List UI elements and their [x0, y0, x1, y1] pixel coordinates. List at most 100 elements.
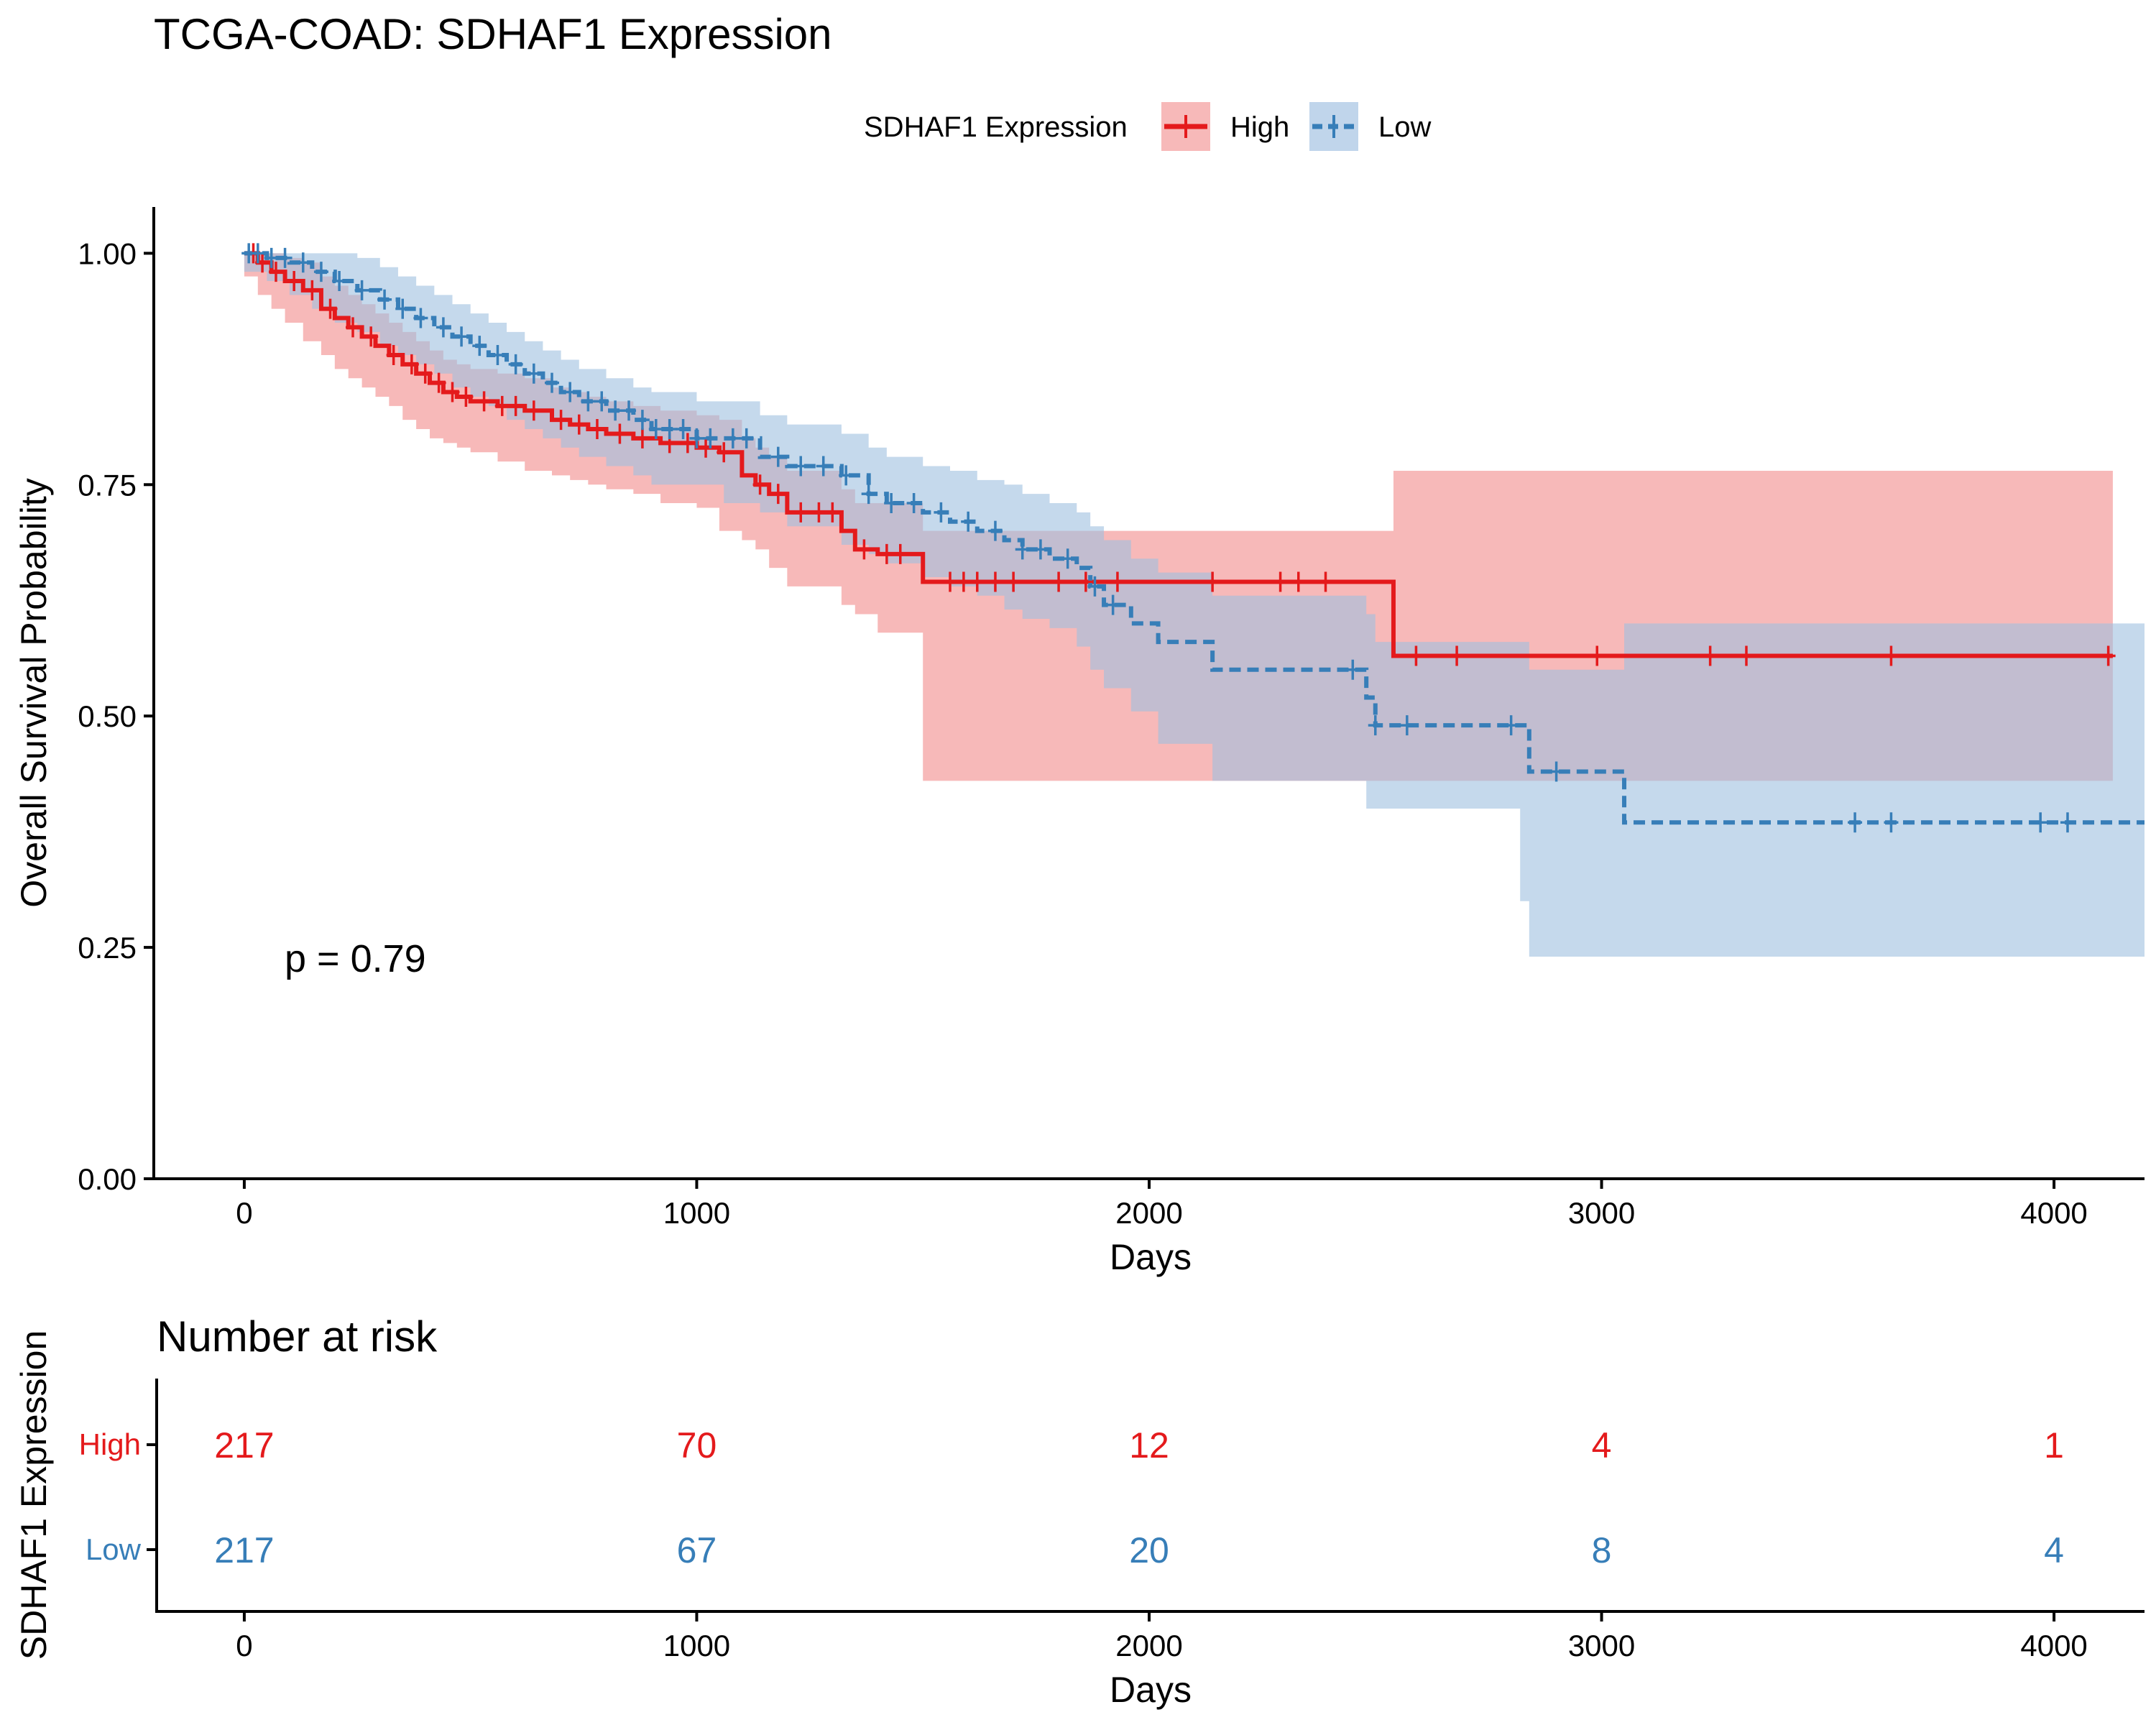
risk-value-low: 8 — [1592, 1530, 1612, 1570]
censor-mark-low — [472, 336, 487, 356]
censor-mark-high — [431, 372, 446, 393]
censor-mark-high — [1739, 645, 1754, 666]
censor-mark-high — [893, 543, 908, 564]
censor-mark-high — [612, 423, 627, 444]
censor-mark-low — [676, 419, 691, 440]
censor-mark-low — [689, 428, 704, 448]
censor-mark-low — [861, 484, 876, 505]
censor-mark-high — [1450, 645, 1465, 666]
censor-mark-high — [323, 298, 338, 319]
x-tick-label: 4000 — [2020, 1196, 2087, 1230]
censor-mark-low — [1884, 812, 1899, 833]
risk-x-tick-label: 0 — [236, 1629, 252, 1662]
censor-mark-low — [987, 520, 1003, 541]
x-tick-label: 1000 — [663, 1196, 730, 1230]
plot-bands-layer — [244, 253, 2145, 957]
censor-mark-high — [857, 539, 872, 560]
censor-mark-high — [1273, 571, 1288, 592]
censor-mark-high — [268, 262, 283, 282]
x-axis-label: Days — [1110, 1237, 1192, 1277]
censor-mark-low — [1345, 659, 1360, 680]
censor-mark-high — [793, 502, 808, 523]
censor-mark-low — [454, 326, 469, 347]
censor-mark-high — [1590, 645, 1605, 666]
censor-mark-low — [332, 271, 347, 292]
censor-mark-high — [1884, 645, 1899, 666]
plot-censor-layer — [241, 243, 2116, 833]
censor-mark-low — [354, 280, 369, 300]
censor-mark-high — [635, 428, 650, 448]
risk-y-axis-label: SDHAF1 Expression — [14, 1330, 54, 1660]
censor-mark-high — [2101, 645, 2116, 666]
risk-value-high: 4 — [1592, 1425, 1612, 1466]
y-axis-label: Overall Survival Probability — [14, 478, 54, 907]
censor-mark-low — [436, 317, 451, 338]
censor-mark-high — [508, 395, 523, 416]
censor-mark-low — [703, 428, 718, 448]
censor-mark-high — [752, 474, 768, 495]
survival-line-high — [244, 251, 2113, 658]
x-axis-ticks: 0 1000 2000 3000 4000 — [236, 1179, 2088, 1230]
risk-value-low: 20 — [1129, 1530, 1169, 1570]
censor-mark-low — [1033, 539, 1048, 560]
censor-mark-high — [1205, 571, 1220, 592]
x-tick-label: 0 — [236, 1196, 252, 1230]
censor-mark-high — [1409, 645, 1424, 666]
censor-mark-high — [445, 382, 460, 402]
risk-table: Number at risk High Low 217 70 12 4 1 217 67 20 8… — [14, 1312, 2145, 1710]
risk-value-low: 4 — [2044, 1530, 2064, 1570]
censor-mark-low — [793, 456, 808, 477]
y-tick-label: 0.75 — [78, 468, 137, 502]
censor-mark-low — [413, 308, 428, 328]
censor-mark-low — [1060, 548, 1075, 569]
censor-mark-high — [1078, 571, 1093, 592]
censor-mark-low — [526, 363, 541, 384]
censor-mark-low — [1399, 715, 1414, 736]
censor-mark-low — [934, 502, 949, 523]
risk-row-label-high: High — [79, 1427, 141, 1461]
p-value-annotation: p = 0.79 — [285, 937, 426, 980]
censor-mark-high — [1703, 645, 1718, 666]
censor-mark-low — [816, 456, 831, 477]
y-tick-label: 0.25 — [78, 931, 137, 965]
censor-mark-high — [825, 502, 840, 523]
censor-mark-low — [545, 372, 559, 393]
censor-mark-low — [1503, 715, 1519, 736]
censor-mark-high — [1291, 571, 1306, 592]
censor-mark-low — [395, 298, 410, 319]
censor-mark-high — [553, 410, 568, 431]
censor-mark-high — [956, 571, 971, 592]
legend: SDHAF1 Expression High Low — [864, 102, 1431, 151]
risk-value-high: 70 — [677, 1425, 717, 1466]
risk-x-tick-label: 4000 — [2020, 1629, 2087, 1662]
risk-x-tick-label: 3000 — [1568, 1629, 1635, 1662]
censor-mark-low — [264, 247, 279, 268]
censor-mark-low — [1368, 715, 1383, 736]
censor-mark-high — [494, 395, 510, 416]
censor-mark-low — [961, 511, 976, 532]
risk-row-label-low: Low — [86, 1532, 142, 1566]
x-tick-label: 2000 — [1115, 1196, 1182, 1230]
censor-mark-high — [717, 442, 732, 463]
censor-mark-low — [739, 428, 754, 448]
censor-mark-low — [839, 465, 854, 486]
risk-value-low: 217 — [214, 1530, 274, 1570]
legend-label-low: Low — [1378, 111, 1431, 143]
censor-mark-high — [879, 543, 894, 564]
censor-mark-low — [295, 252, 310, 273]
censor-mark-high — [1051, 571, 1067, 592]
censor-mark-high — [770, 484, 786, 505]
y-tick-label: 0.50 — [78, 699, 137, 733]
risk-x-tick-label: 2000 — [1115, 1629, 1182, 1662]
censor-mark-high — [476, 391, 492, 412]
censor-mark-high — [571, 414, 586, 435]
censor-mark-low — [277, 247, 292, 268]
censor-mark-low — [906, 493, 921, 514]
legend-item-high: High — [1161, 102, 1289, 151]
censor-mark-low — [508, 354, 523, 374]
censor-mark-low — [648, 419, 663, 440]
risk-values: 217 70 12 4 1 217 67 20 8 4 — [214, 1425, 2064, 1570]
censor-mark-high — [526, 400, 541, 421]
legend-item-low: Low — [1309, 102, 1431, 151]
